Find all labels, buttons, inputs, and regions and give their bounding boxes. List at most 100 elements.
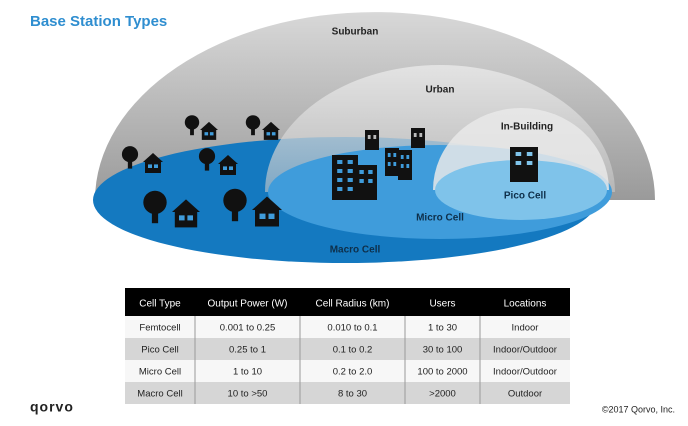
table-row [125, 360, 570, 382]
table-row [125, 338, 570, 360]
house [229, 166, 233, 170]
building [406, 164, 410, 168]
table-header-bg [125, 288, 570, 316]
zone-label: Macro Cell [330, 245, 381, 256]
house [266, 132, 271, 136]
table-cell: 10 to >50 [228, 389, 268, 400]
table-cell: Indoor [512, 323, 539, 334]
tree [184, 115, 200, 130]
house [263, 130, 279, 140]
building [515, 161, 522, 165]
tree [204, 158, 210, 171]
building [387, 162, 391, 166]
tree [127, 156, 133, 169]
building [347, 169, 353, 173]
tree [251, 124, 255, 136]
tree [121, 146, 139, 163]
building [373, 135, 377, 139]
building [393, 153, 397, 157]
tree [190, 124, 194, 136]
tree [223, 188, 247, 213]
building [413, 133, 417, 137]
table-cell: 0.1 to 0.2 [333, 345, 373, 356]
table-cell: 1 to 10 [233, 367, 262, 378]
pico-cell-area [435, 160, 607, 220]
building [526, 161, 533, 165]
building [393, 162, 397, 166]
house [271, 132, 276, 136]
table-header: Cell Radius (km) [316, 299, 390, 310]
house [154, 164, 158, 168]
building [411, 128, 425, 148]
tree [231, 203, 239, 222]
building [337, 178, 343, 182]
house [145, 162, 161, 173]
table-cell: >2000 [429, 389, 456, 400]
building [347, 178, 353, 182]
table-cell: Outdoor [508, 389, 542, 400]
building [355, 165, 377, 200]
building [332, 155, 358, 200]
table-cell: Indoor/Outdoor [493, 367, 557, 378]
table-header: Users [429, 299, 455, 310]
building [387, 153, 391, 157]
tree [143, 190, 167, 215]
table-cell: 0.010 to 0.1 [327, 323, 377, 334]
table-cell: Indoor/Outdoor [493, 345, 557, 356]
table-cell: 30 to 100 [423, 345, 463, 356]
building [337, 187, 343, 191]
table-cell: Femtocell [139, 323, 180, 334]
house [259, 213, 266, 219]
table-cell: 1 to 30 [428, 323, 457, 334]
house [252, 196, 282, 210]
house [218, 155, 238, 164]
house [220, 164, 236, 175]
table-cell: 8 to 30 [338, 389, 367, 400]
table-header: Locations [504, 299, 547, 310]
table-cell: Pico Cell [141, 345, 179, 356]
house [223, 166, 227, 170]
house [209, 132, 214, 136]
zone-label: In-Building [501, 122, 553, 133]
building [510, 147, 538, 182]
tree [198, 148, 216, 165]
building [400, 164, 404, 168]
house [172, 199, 200, 212]
logo: qorvo [30, 399, 74, 415]
house [174, 212, 198, 228]
table-cell: 0.001 to 0.25 [220, 323, 275, 334]
building [385, 148, 399, 176]
table-cell: 0.25 to 1 [229, 345, 266, 356]
building [368, 179, 373, 183]
building [347, 160, 353, 164]
zone-label: Suburban [332, 27, 379, 38]
building [365, 130, 379, 150]
house [262, 121, 280, 130]
table-row [125, 316, 570, 338]
icons [121, 115, 538, 228]
house [143, 153, 163, 162]
table-cell: Macro Cell [137, 389, 182, 400]
zone-label: Pico Cell [504, 191, 546, 202]
house [200, 121, 218, 130]
table-row [125, 382, 570, 404]
house [255, 210, 279, 227]
building [359, 179, 364, 183]
building [367, 135, 371, 139]
building [400, 155, 404, 159]
building [337, 160, 343, 164]
house [204, 132, 209, 136]
table-cell: 100 to 2000 [417, 367, 467, 378]
table-cell: 0.2 to 2.0 [333, 367, 373, 378]
building [398, 150, 412, 180]
house [187, 215, 193, 221]
building [526, 152, 533, 156]
table-header: Output Power (W) [207, 299, 287, 310]
zone-label: Urban [426, 85, 455, 96]
house [201, 130, 217, 140]
copyright: ©2017 Qorvo, Inc. [602, 404, 675, 414]
house [179, 215, 185, 221]
building [337, 169, 343, 173]
table-cell: Micro Cell [139, 367, 181, 378]
